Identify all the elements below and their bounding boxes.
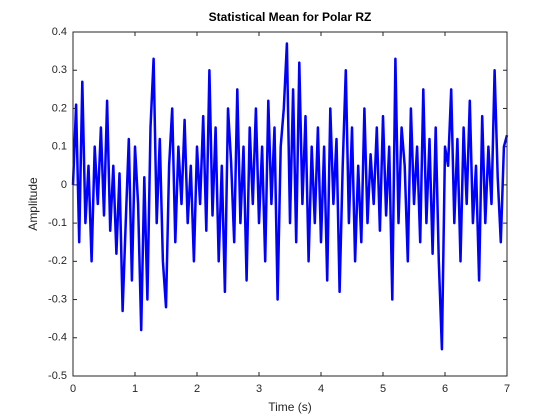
y-tick-label: -0.4 — [48, 332, 67, 344]
x-tick-label: 0 — [70, 383, 76, 395]
chart-title: Statistical Mean for Polar RZ — [209, 10, 372, 24]
y-tick-label: -0.1 — [48, 217, 67, 229]
y-tick-label: 0 — [61, 179, 67, 191]
y-axis-label: Amplitude — [26, 177, 40, 231]
x-axis-label: Time (s) — [268, 400, 312, 414]
y-tick-label: 0.1 — [52, 141, 67, 153]
x-tick-label: 3 — [256, 383, 262, 395]
x-tick-label: 7 — [504, 383, 510, 395]
y-tick-label: -0.3 — [48, 293, 67, 305]
axes-box — [72, 31, 508, 377]
y-tick-label: -0.5 — [48, 370, 67, 382]
x-tick-label: 4 — [318, 383, 324, 395]
y-tick-label: -0.2 — [48, 255, 67, 267]
data-line — [71, 42, 509, 351]
y-tick-label: 0.4 — [52, 26, 67, 38]
y-tick-label: 0.2 — [52, 102, 67, 114]
y-tick-label: 0.3 — [52, 64, 67, 76]
x-tick-label: 1 — [132, 383, 138, 395]
x-tick-label: 6 — [442, 383, 448, 395]
x-tick-label: 2 — [194, 383, 200, 395]
x-tick-label: 5 — [380, 383, 386, 395]
